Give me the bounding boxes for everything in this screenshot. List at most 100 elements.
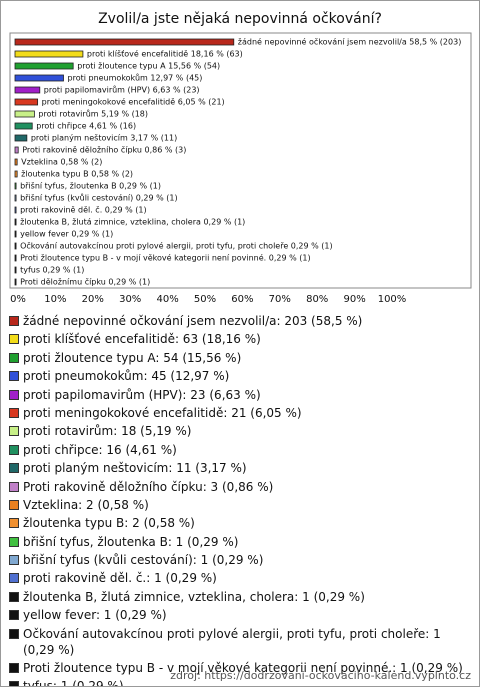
- bar-label: žádné nepovinné očkování jsem nezvolil/a…: [238, 37, 462, 47]
- legend-item: Očkování autovakcínou proti pylové alerg…: [9, 626, 471, 658]
- legend-swatch: [9, 591, 19, 602]
- bar: [14, 86, 41, 94]
- bar-label: Proti děložnímu čípku 0,29 % (1): [20, 277, 150, 287]
- bar: [14, 242, 17, 250]
- bar-label: proti rakovině děl. č. 0,29 % (1): [20, 205, 147, 215]
- bar: [14, 74, 64, 82]
- legend-label: Očkování autovakcínou proti pylové alerg…: [23, 626, 441, 657]
- legend-label: yellow fever: 1 (0,29 %): [23, 608, 167, 623]
- x-tick-label: 50%: [194, 294, 216, 305]
- legend-label: proti klíšťové encefalitidě: 63 (18,16 %…: [23, 332, 261, 347]
- bar-label: Proti rakovině děložního čípku 0,86 % (3…: [22, 145, 186, 155]
- legend-label: proti planým neštovicím: 11 (3,17 %): [23, 461, 247, 476]
- bar: [14, 278, 17, 286]
- legend-item: Proti rakovině děložního čípku: 3 (0,86 …: [9, 479, 471, 495]
- legend-label: břišní tyfus (kvůli cestování): 1 (0,29 …: [23, 553, 264, 568]
- x-tick-label: 80%: [306, 294, 328, 305]
- legend-item: proti rotavirům: 18 (5,19 %): [9, 423, 471, 439]
- bar: [14, 122, 33, 130]
- legend-item: žádné nepovinné očkování jsem nezvolil/a…: [9, 313, 471, 329]
- legend-swatch: [9, 426, 19, 437]
- legend-label: žloutenka B, žlutá zimnice, vzteklina, c…: [23, 589, 365, 604]
- bar: [14, 206, 17, 214]
- legend-swatch: [9, 555, 19, 566]
- bar: [14, 146, 19, 154]
- source: zdroj: https://dodrzovani-ockovaciho-kal…: [170, 669, 471, 682]
- x-tick-label: 60%: [231, 294, 253, 305]
- legend-swatch: [9, 628, 19, 639]
- legend-label: proti rotavirům: 18 (5,19 %): [23, 424, 192, 439]
- legend-item: břišní tyfus, žloutenka B: 1 (0,29 %): [9, 534, 471, 550]
- legend-item: žloutenka typu B: 2 (0,58 %): [9, 515, 471, 531]
- legend-label: Proti žloutence typu B - v mojí věkové k…: [23, 661, 463, 676]
- legend-item: proti rakovině děl. č.: 1 (0,29 %): [9, 570, 471, 586]
- bar-label: břišní tyfus, žloutenka B 0,29 % (1): [20, 181, 161, 191]
- legend-swatch: [9, 352, 19, 363]
- legend-swatch: [9, 371, 19, 382]
- bar-label: Proti žloutence typu B - v mojí věkové k…: [20, 253, 311, 263]
- legend-item: proti planým neštovicím: 11 (3,17 %): [9, 460, 471, 476]
- legend-item: proti meningokokové encefalitidě: 21 (6,…: [9, 405, 471, 421]
- plot-frame: [9, 32, 472, 289]
- legend-label: břišní tyfus, žloutenka B: 1 (0,29 %): [23, 534, 239, 549]
- bar-label: proti žloutence typu A 15,56 % (54): [77, 62, 220, 71]
- bar-label: proti planým neštovicím 3,17 % (11): [31, 133, 177, 143]
- legend-item: proti papilomavirům (HPV): 23 (6,63 %): [9, 387, 471, 403]
- bar-label: yellow fever 0,29 % (1): [20, 230, 113, 239]
- bar: [14, 266, 17, 274]
- legend-swatch: [9, 463, 19, 474]
- legend-label: žloutenka typu B: 2 (0,58 %): [23, 516, 195, 531]
- bar: [14, 182, 17, 190]
- legend-swatch: [9, 573, 19, 584]
- x-tick-label: 100%: [378, 294, 407, 305]
- legend-swatch: [9, 444, 19, 455]
- bar: [14, 218, 17, 226]
- bar-label: žloutenka typu B 0,58 % (2): [21, 170, 133, 179]
- x-tick-label: 10%: [44, 294, 66, 305]
- bar-label: proti pneumokokům 12,97 % (45): [68, 73, 203, 83]
- legend-swatch: [9, 481, 19, 492]
- bar-label: Vzteklina 0,58 % (2): [21, 158, 102, 167]
- bar: [14, 230, 17, 238]
- bar: [14, 194, 17, 202]
- legend-swatch: [9, 663, 19, 674]
- x-tick-label: 0%: [10, 294, 26, 305]
- legend-swatch: [9, 407, 19, 418]
- x-tick-label: 70%: [269, 294, 291, 305]
- legend-swatch: [9, 389, 19, 400]
- bar: [14, 50, 84, 58]
- legend-label: Proti rakovině děložního čípku: 3 (0,86 …: [23, 479, 274, 494]
- bar: [14, 170, 18, 178]
- x-tick-label: 90%: [343, 294, 365, 305]
- bar-label: proti chřipce 4,61 % (16): [36, 122, 136, 131]
- legend-swatch: [9, 681, 19, 686]
- legend-item: proti klíšťové encefalitidě: 63 (18,16 %…: [9, 331, 471, 347]
- bar-label: žloutenka B, žlutá zimnice, vzteklina, c…: [20, 218, 245, 227]
- legend-item: břišní tyfus (kvůli cestování): 1 (0,29 …: [9, 552, 471, 568]
- legend-swatch: [9, 499, 19, 510]
- bar: [14, 158, 18, 166]
- legend-swatch: [9, 536, 19, 547]
- bar: [14, 110, 35, 118]
- bar: [14, 134, 28, 142]
- bar-label: proti meningokokové encefalitidě 6,05 % …: [42, 97, 225, 107]
- legend-swatch: [9, 610, 19, 621]
- legend-item: proti pneumokokům: 45 (12,97 %): [9, 368, 471, 384]
- chart-title: Zvolil/a jste nějaká nepovinná očkování?: [98, 11, 382, 27]
- legend-label: proti chřipce: 16 (4,61 %): [23, 442, 177, 457]
- legend: žádné nepovinné očkování jsem nezvolil/a…: [9, 313, 471, 687]
- legend-item: yellow fever: 1 (0,29 %): [9, 607, 471, 623]
- bar-label: proti klíšťové encefalitidě 18,16 % (63): [87, 49, 243, 59]
- bar: [14, 98, 39, 106]
- x-tick-label: 20%: [82, 294, 104, 305]
- legend-label: proti žloutence typu A: 54 (15,56 %): [23, 350, 242, 365]
- legend-label: tyfus: 1 (0,29 %): [23, 679, 124, 687]
- bar-label: břišní tyfus (kvůli cestování) 0,29 % (1…: [20, 193, 178, 203]
- legend-item: žloutenka B, žlutá zimnice, vzteklina, c…: [9, 589, 471, 605]
- bar-label: Očkování autovakcínou proti pylové alerg…: [20, 241, 333, 251]
- legend-label: proti rakovině děl. č.: 1 (0,29 %): [23, 571, 217, 586]
- bar-label: proti papilomavirům (HPV) 6,63 % (23): [44, 85, 200, 95]
- bar: [14, 62, 74, 70]
- legend-label: Vzteklina: 2 (0,58 %): [23, 497, 149, 512]
